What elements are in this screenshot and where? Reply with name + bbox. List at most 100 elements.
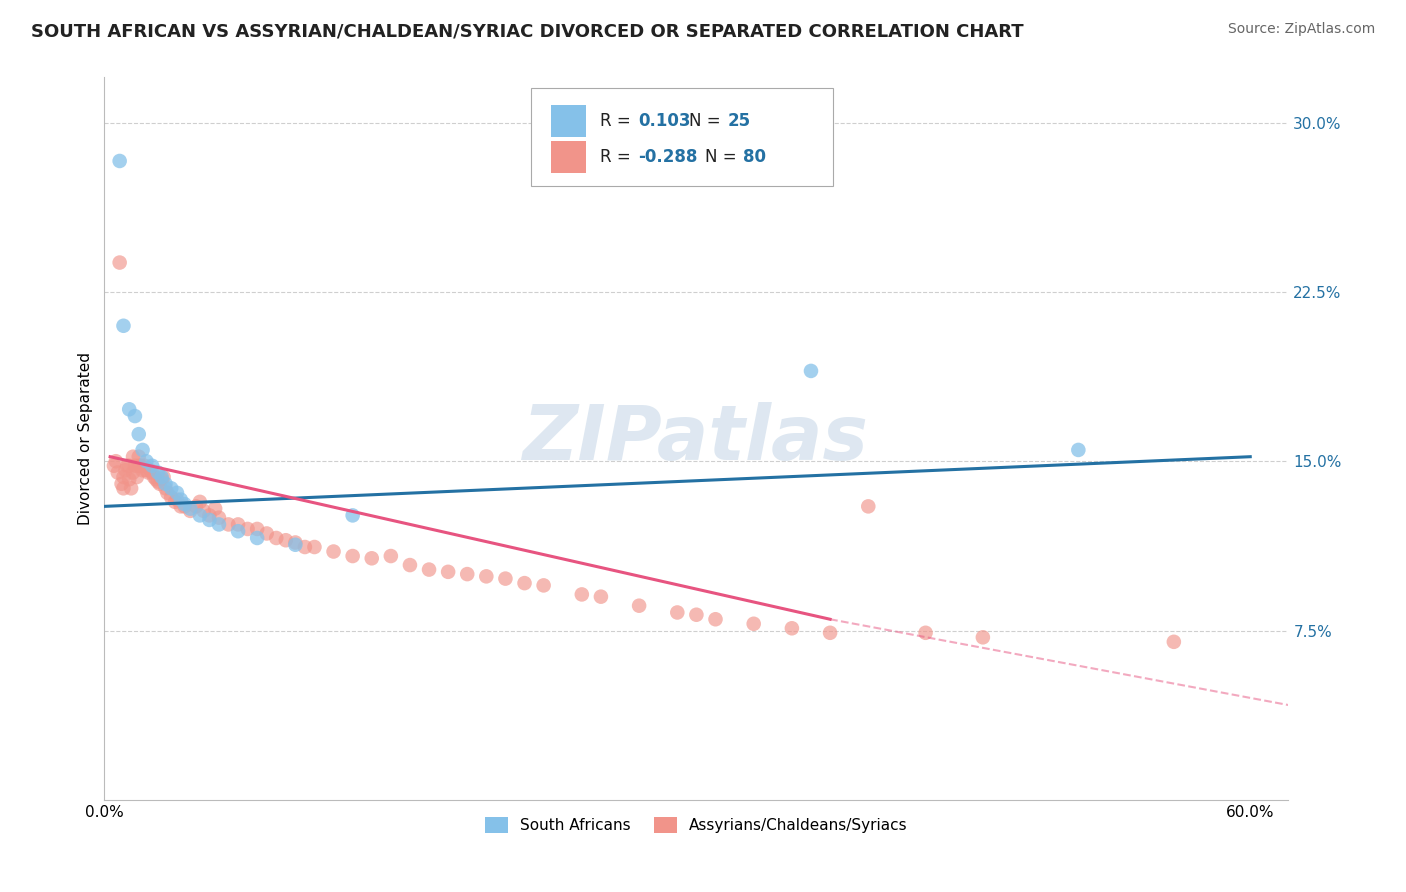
Point [136, 466, 159, 480]
Point [858, 500, 880, 514]
Point [173, 497, 195, 511]
Point [170, 500, 193, 514]
Point [780, 621, 803, 635]
Point [117, 458, 139, 473]
Point [170, 492, 193, 507]
Point [284, 535, 307, 549]
Point [342, 549, 364, 563]
Point [173, 500, 195, 514]
Point [166, 492, 188, 507]
Point [155, 476, 177, 491]
Point [304, 540, 326, 554]
Text: Source: ZipAtlas.com: Source: ZipAtlas.com [1227, 22, 1375, 37]
Point [685, 607, 707, 622]
Point [124, 458, 146, 473]
Point [972, 630, 994, 644]
Point [108, 255, 131, 269]
Point [112, 318, 135, 333]
Point [134, 458, 156, 473]
Point [264, 531, 287, 545]
Point [188, 495, 211, 509]
Point [112, 470, 135, 484]
Point [342, 508, 364, 523]
Point [146, 475, 169, 489]
Point [139, 463, 162, 477]
Point [141, 466, 163, 480]
Point [107, 466, 129, 480]
Point [800, 364, 823, 378]
Point [118, 458, 141, 473]
Point [818, 625, 841, 640]
Point [204, 501, 226, 516]
Point [114, 463, 136, 477]
Point [226, 517, 249, 532]
Point [218, 517, 240, 532]
Point [160, 481, 183, 495]
Point [179, 504, 201, 518]
Point [128, 450, 150, 464]
Point [122, 450, 145, 464]
Text: R =: R = [600, 148, 637, 166]
Point [152, 470, 174, 484]
Point [131, 442, 153, 457]
Point [135, 463, 157, 477]
Text: 80: 80 [742, 148, 766, 166]
Point [104, 454, 127, 468]
Point [118, 402, 141, 417]
Point [246, 531, 269, 545]
Point [149, 476, 172, 491]
Point [208, 517, 231, 532]
Text: -0.288: -0.288 [638, 148, 697, 166]
Point [188, 508, 211, 523]
FancyBboxPatch shape [530, 88, 832, 186]
FancyBboxPatch shape [551, 105, 586, 136]
Point [399, 558, 422, 572]
Point [198, 508, 221, 523]
Text: R =: R = [600, 112, 637, 129]
Point [150, 470, 173, 484]
Point [143, 470, 166, 484]
Point [236, 522, 259, 536]
Point [160, 491, 183, 505]
Point [628, 599, 651, 613]
Point [146, 466, 169, 480]
Point [184, 500, 207, 514]
Point [284, 538, 307, 552]
Point [155, 481, 177, 495]
Text: SOUTH AFRICAN VS ASSYRIAN/CHALDEAN/SYRIAC DIVORCED OR SEPARATED CORRELATION CHAR: SOUTH AFRICAN VS ASSYRIAN/CHALDEAN/SYRIA… [31, 22, 1024, 40]
Point [256, 526, 278, 541]
Point [103, 458, 125, 473]
Point [226, 524, 249, 539]
Point [589, 590, 612, 604]
Point [208, 510, 231, 524]
Point [129, 458, 152, 473]
Point [128, 458, 150, 473]
Point [494, 572, 516, 586]
Point [125, 470, 148, 484]
Point [124, 409, 146, 423]
Point [198, 513, 221, 527]
FancyBboxPatch shape [551, 141, 586, 173]
Point [166, 485, 188, 500]
Point [704, 612, 727, 626]
Point [322, 544, 344, 558]
Point [112, 481, 135, 495]
Point [122, 466, 145, 480]
Point [666, 606, 689, 620]
Point [294, 540, 316, 554]
Point [145, 472, 167, 486]
Y-axis label: Divorced or Separated: Divorced or Separated [79, 352, 93, 525]
Point [380, 549, 402, 563]
Point [128, 427, 150, 442]
Point [110, 476, 132, 491]
Point [131, 463, 153, 477]
Point [360, 551, 382, 566]
Point [742, 616, 765, 631]
Point [914, 625, 936, 640]
Point [163, 495, 186, 509]
Point [150, 472, 173, 486]
Text: 25: 25 [727, 112, 751, 129]
Point [179, 501, 201, 516]
Text: N =: N = [704, 148, 741, 166]
Point [475, 569, 498, 583]
